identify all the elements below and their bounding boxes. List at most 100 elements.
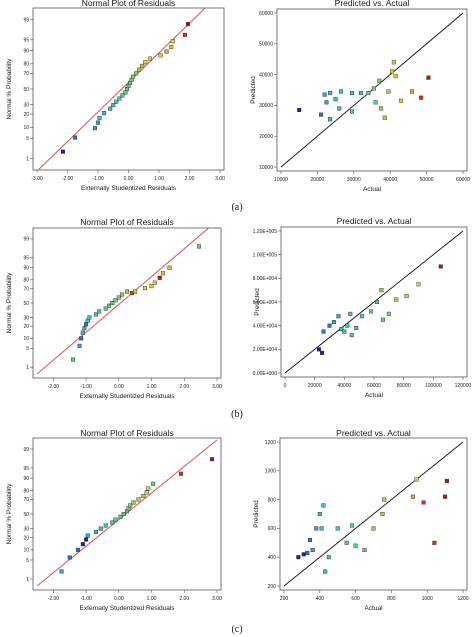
y-tick-label: 80	[23, 488, 29, 494]
y-tick-label: 20	[23, 324, 29, 330]
y-tick-label: 20	[23, 112, 29, 118]
data-point	[142, 286, 147, 291]
data-point	[196, 244, 201, 249]
x-tick-label: 30000	[347, 177, 361, 183]
y-tick-label: 50	[23, 87, 29, 93]
x-axis-label: Actual	[364, 605, 383, 612]
x-tick-label: 1000	[422, 596, 433, 602]
data-point	[114, 99, 119, 104]
x-tick-label: 60000	[367, 383, 381, 389]
y-tick-label: 1.20E+005	[253, 229, 278, 235]
data-point	[131, 500, 136, 505]
data-point	[77, 343, 82, 348]
data-point	[349, 91, 354, 96]
x-tick-label: 2.00	[185, 176, 195, 182]
data-point	[328, 91, 333, 96]
caption-b: (b)	[231, 409, 243, 420]
data-point	[438, 264, 443, 269]
y-tick-label: 20	[23, 535, 29, 541]
x-tick-label: 100000	[425, 383, 442, 389]
data-point	[339, 327, 344, 332]
x-tick-label: -1.00	[80, 596, 92, 602]
data-point	[369, 309, 374, 314]
data-point	[84, 537, 89, 542]
data-point	[185, 22, 190, 27]
x-axis-label: Externally Studentized Residuals	[81, 185, 177, 192]
y-tick-label: 80	[23, 62, 29, 68]
x-tick-label: 2.00	[179, 596, 189, 602]
y-tick-label: 30	[23, 102, 29, 108]
y-tick-label: 200	[268, 584, 277, 590]
x-tick-label: 0.00	[114, 384, 124, 390]
data-point	[319, 112, 324, 117]
chart-title: Normal Plot of Residuals	[82, 0, 176, 8]
data-point	[326, 555, 331, 560]
data-point	[123, 90, 128, 95]
data-point	[443, 494, 448, 499]
data-point	[120, 292, 125, 297]
y-tick-label: 5	[26, 136, 29, 142]
data-point	[73, 135, 78, 140]
x-tick-label: 1.00	[147, 596, 157, 602]
data-point	[110, 520, 115, 525]
y-tick-label: 90	[23, 48, 29, 54]
data-point	[390, 69, 395, 74]
x-tick-label: 1200	[457, 596, 468, 602]
y-tick-label: 400	[268, 555, 277, 561]
data-point	[146, 486, 151, 491]
data-point	[328, 117, 333, 122]
x-tick-label: -1.00	[80, 384, 92, 390]
data-point	[113, 298, 118, 303]
y-tick-label: 30000	[259, 103, 273, 109]
y-tick-label: 1	[26, 156, 29, 162]
data-point	[160, 271, 165, 276]
x-tick-label: 80000	[397, 383, 411, 389]
x-tick-label: 1.00	[154, 176, 164, 182]
data-point	[310, 548, 315, 553]
y-axis-label: Predicted	[250, 76, 257, 104]
data-point	[371, 86, 376, 91]
data-point	[362, 548, 367, 553]
data-point	[110, 301, 115, 306]
data-point	[178, 471, 183, 476]
y-tick-label: 95	[23, 38, 29, 44]
y-tick-label: 1200	[265, 440, 276, 446]
data-point	[133, 289, 138, 294]
data-point	[444, 478, 449, 483]
y-tick-label: 50	[23, 512, 29, 518]
y-axis-label: Normal % Probability	[6, 272, 13, 333]
data-point	[103, 523, 108, 528]
data-point	[404, 294, 409, 299]
data-point	[140, 63, 145, 68]
data-point	[323, 569, 328, 574]
x-tick-label: 40000	[383, 177, 397, 183]
data-point	[379, 288, 384, 293]
data-point	[366, 91, 371, 96]
x-tick-label: -2.00	[48, 596, 60, 602]
x-tick-label: 20000	[310, 177, 324, 183]
y-tick-label: 5	[26, 558, 29, 564]
x-tick-label: 1.00	[147, 384, 157, 390]
data-point	[134, 71, 139, 76]
data-point	[399, 98, 404, 103]
data-point	[131, 74, 136, 79]
data-point	[342, 329, 347, 334]
data-point	[317, 347, 322, 352]
chart-title: Predicted vs. Actual	[336, 428, 411, 438]
y-tick-label: 70	[23, 71, 29, 77]
data-point	[336, 314, 341, 319]
data-point	[82, 326, 87, 331]
x-axis-label: Actual	[365, 392, 384, 399]
x-tick-label: 10000	[274, 177, 288, 183]
reference-line	[284, 230, 464, 374]
chart-panel-3: Normal Plot of Residuals Externally Stude…	[6, 217, 222, 400]
data-point	[421, 500, 426, 505]
fit-line	[36, 228, 210, 375]
x-tick-label: 60000	[456, 177, 470, 183]
data-point	[426, 75, 431, 80]
data-point	[137, 67, 142, 72]
data-point	[128, 503, 133, 508]
y-tick-label: 5	[26, 346, 29, 352]
data-point	[210, 457, 215, 462]
